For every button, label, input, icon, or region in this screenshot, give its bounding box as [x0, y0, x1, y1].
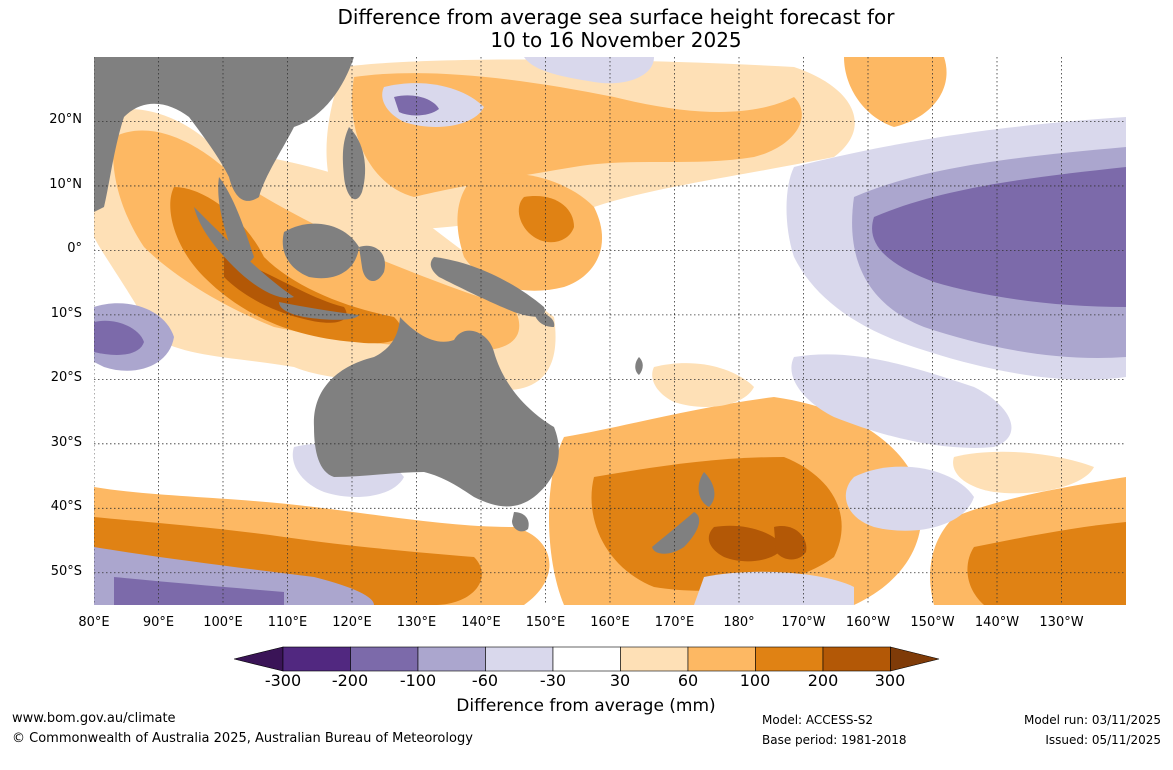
lon-label-120e: 120°E: [332, 615, 372, 630]
lon-label-160w: 160°W: [845, 615, 891, 630]
colorbar-segment: [687, 646, 756, 672]
colorbar-tick-label: -60: [471, 671, 499, 690]
land-masses: [94, 57, 715, 554]
website-link[interactable]: www.bom.gov.au/climate: [12, 711, 176, 726]
colorbar-tick-label: -100: [399, 671, 437, 690]
lon-label-170w: 170°W: [781, 615, 826, 630]
lon-label-140e: 140°E: [461, 615, 501, 630]
lon-label-110e: 110°E: [267, 615, 308, 630]
sulawesi: [359, 245, 385, 282]
lat-label-10s: 10°S: [50, 305, 82, 321]
new-guinea: [430, 257, 545, 317]
lon-label-160e: 160°E: [590, 615, 630, 630]
map-title-line2: 10 to 16 November 2025: [490, 28, 742, 52]
lon-label-130w: 130°W: [1039, 615, 1084, 630]
model-run-date: Model run: 03/11/2025: [1023, 713, 1161, 727]
colorbar-title: Difference from average (mm): [456, 696, 716, 716]
fiji: [635, 357, 643, 375]
lon-label-150w: 150°W: [910, 615, 955, 630]
colorbar-tick-label: -30: [539, 671, 567, 690]
colorbar-tick-label: 200: [807, 671, 839, 690]
lon-label-80e: 80°E: [78, 615, 110, 630]
lon-label-170e: 170°E: [654, 615, 695, 630]
base-period: Base period: 1981-2018: [762, 733, 907, 747]
map-title-line1: Difference from average sea surface heig…: [337, 5, 895, 29]
new-zealand-north: [698, 472, 715, 507]
colorbar-segment: [417, 646, 486, 672]
colorbar-tick-label: -200: [331, 671, 369, 690]
colorbar-segment: [282, 646, 351, 672]
copyright-notice: © Commonwealth of Australia 2025, Austra…: [12, 731, 473, 746]
lon-label-100e: 100°E: [203, 615, 243, 630]
lon-label-90e: 90°E: [142, 615, 175, 630]
lat-label-10n: 10°N: [49, 176, 82, 192]
lon-label-130e: 130°E: [396, 615, 437, 630]
colorbar-tick-label: 60: [677, 671, 699, 690]
solomon-islands: [534, 312, 555, 327]
colorbar-segment: [755, 646, 824, 672]
colorbar-tick-label: 300: [874, 671, 906, 690]
philippines: [342, 127, 366, 200]
lat-label-50s: 50°S: [50, 563, 82, 579]
lat-label-20s: 20°S: [50, 370, 82, 386]
lon-label-150e: 150°E: [525, 615, 566, 630]
colorbar-upper-extension: [890, 646, 940, 672]
colorbar-tick-label: 30: [609, 671, 631, 690]
model-name: Model: ACCESS-S2: [762, 713, 874, 727]
lat-label-0: 0°: [67, 241, 82, 257]
colorbar-lower-extension: [234, 646, 284, 672]
asia-mainland: [94, 57, 354, 212]
colorbar-segment: [485, 646, 554, 672]
colorbar-segment: [552, 646, 621, 672]
colorbar-segment: [350, 646, 419, 672]
colorbar: [234, 646, 940, 672]
malay-peninsula: [218, 177, 254, 265]
lat-label-20n: 20°N: [49, 112, 82, 128]
australia: [313, 317, 559, 507]
lon-label-140w: 140°W: [974, 615, 1020, 630]
lat-label-40s: 40°S: [50, 499, 82, 515]
new-zealand-south: [652, 512, 700, 554]
graticule: [94, 57, 1126, 605]
tasmania: [512, 512, 529, 532]
colorbar-segment: [822, 646, 891, 672]
lon-label-180: 180°: [723, 615, 755, 630]
borneo: [282, 223, 359, 279]
java: [279, 302, 359, 320]
colorbar-segment: [620, 646, 689, 672]
colorbar-tick-label: 100: [739, 671, 771, 690]
issued-date: Issued: 05/11/2025: [1045, 733, 1161, 747]
lat-label-30s: 30°S: [50, 434, 82, 450]
sea-surface-height-map: [94, 57, 1126, 605]
colorbar-tick-label: -300: [264, 671, 302, 690]
